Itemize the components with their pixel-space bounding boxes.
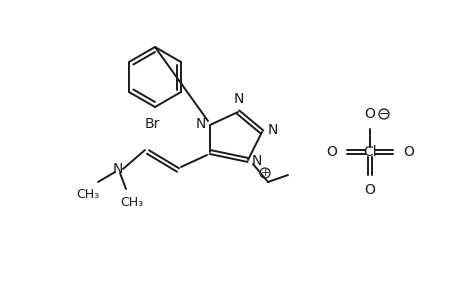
Text: Cl: Cl [363,145,376,159]
Text: N: N [233,92,244,106]
Text: N: N [112,162,123,176]
Text: N: N [268,123,278,137]
Text: O: O [364,107,375,121]
Text: O: O [402,145,413,159]
Text: Br: Br [144,117,159,131]
Text: CH₃: CH₃ [120,196,143,208]
Text: O: O [325,145,336,159]
Text: N: N [195,117,206,131]
Text: −: − [378,107,388,121]
Text: CH₃: CH₃ [76,188,99,202]
Text: O: O [364,183,375,197]
Text: N: N [252,154,262,168]
Text: +: + [260,168,269,178]
